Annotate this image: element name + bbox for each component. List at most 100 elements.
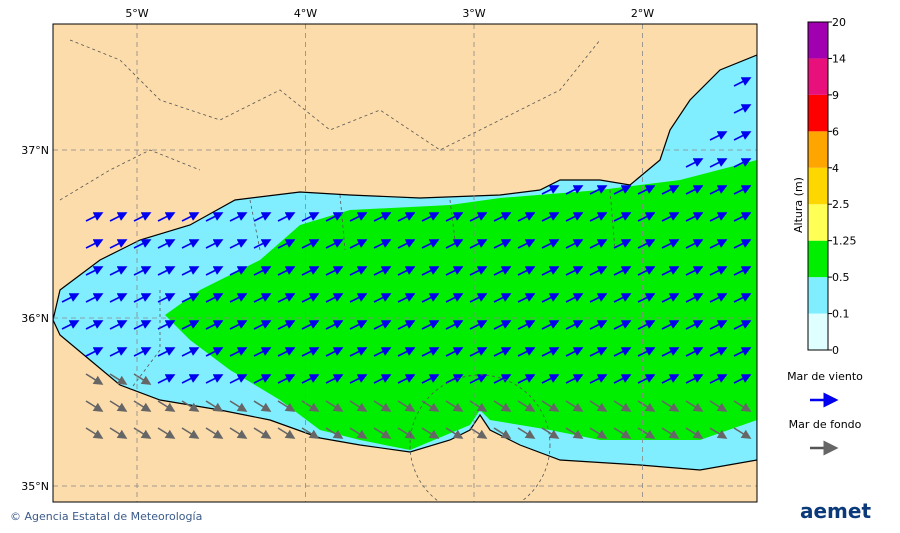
- wave-arrow: [685, 158, 704, 168]
- wave-arrow: [397, 347, 416, 357]
- wave-arrow: [589, 293, 608, 303]
- wave-arrow: [205, 239, 224, 249]
- wave-arrow: [349, 293, 368, 303]
- wave-arrow: [589, 239, 608, 249]
- wave-arrow: [253, 293, 272, 303]
- wave-arrow: [325, 427, 344, 439]
- wave-arrow: [181, 212, 200, 222]
- wave-arrow: [373, 374, 392, 384]
- wave-arrow: [181, 427, 200, 439]
- wave-arrow: [541, 266, 560, 276]
- colorbar-label: 6: [832, 125, 839, 138]
- wave-arrow: [205, 347, 224, 357]
- wave-arrow: [61, 320, 80, 330]
- wave-arrow: [181, 374, 200, 384]
- wave-arrow: [445, 293, 464, 303]
- wave-arrow: [229, 266, 248, 276]
- wave-arrow: [709, 212, 728, 222]
- colorbar-segment: [808, 240, 828, 278]
- wave-arrow: [565, 185, 584, 195]
- wave-arrow: [709, 427, 728, 439]
- wave-arrow: [157, 400, 176, 412]
- wave-arrow: [541, 185, 560, 195]
- wave-arrow: [541, 427, 560, 439]
- wave-arrow: [85, 347, 104, 357]
- colorbar-frame: [807, 21, 829, 351]
- wave-arrow: [685, 347, 704, 357]
- wave-arrow: [709, 293, 728, 303]
- colorbar-label: 0: [832, 344, 839, 357]
- colorbar-title: Altura (m): [792, 177, 805, 233]
- wave-arrow: [85, 400, 104, 412]
- wave-arrow: [709, 400, 728, 412]
- wave-arrow: [229, 400, 248, 412]
- wave-arrow: [613, 320, 632, 330]
- wave-arrow: [733, 239, 752, 249]
- wave-arrow: [277, 400, 296, 412]
- wave-arrow: [133, 320, 152, 330]
- wave-arrow: [733, 266, 752, 276]
- wave-arrow: [709, 374, 728, 384]
- wave-arrow: [373, 320, 392, 330]
- wave-arrow: [733, 347, 752, 357]
- wave-arrow: [733, 131, 752, 141]
- wave-arrow: [373, 266, 392, 276]
- wave-arrow: [685, 239, 704, 249]
- wave-arrow: [685, 427, 704, 439]
- wave-arrow: [469, 347, 488, 357]
- wave-arrow: [589, 347, 608, 357]
- colorbar-segment: [808, 22, 828, 59]
- wave-arrow: [613, 293, 632, 303]
- wave-arrow: [565, 266, 584, 276]
- wave-arrow: [205, 427, 224, 439]
- wave-arrow: [325, 212, 344, 222]
- wave-arrow: [205, 293, 224, 303]
- wave-arrow: [157, 266, 176, 276]
- wave-arrow: [517, 347, 536, 357]
- wave-arrow: [229, 427, 248, 439]
- colorbar-label: 4: [832, 162, 839, 175]
- wave-arrow: [469, 239, 488, 249]
- wave-arrow: [709, 158, 728, 168]
- wave-arrow: [85, 320, 104, 330]
- wave-arrow: [517, 400, 536, 412]
- wave-arrow: [733, 185, 752, 195]
- wave-arrow: [109, 427, 128, 439]
- wave-arrow: [253, 400, 272, 412]
- wave-arrow: [181, 347, 200, 357]
- map: [53, 24, 757, 502]
- wave-arrow: [565, 374, 584, 384]
- wave-arrow: [565, 427, 584, 439]
- wave-arrow: [109, 239, 128, 249]
- wave-arrow: [469, 212, 488, 222]
- wave-arrow: [301, 239, 320, 249]
- wave-arrow: [421, 266, 440, 276]
- wave-arrow: [661, 266, 680, 276]
- wave-arrow: [565, 293, 584, 303]
- wave-arrow: [565, 239, 584, 249]
- wave-arrow: [421, 293, 440, 303]
- wave-arrow: [469, 427, 488, 439]
- wave-arrow: [685, 266, 704, 276]
- wave-arrow: [445, 400, 464, 412]
- wave-arrow: [253, 266, 272, 276]
- wave-arrow: [157, 239, 176, 249]
- wave-arrow: [565, 320, 584, 330]
- wave-arrow: [373, 400, 392, 412]
- wave-arrow: [373, 347, 392, 357]
- wave-arrow: [541, 347, 560, 357]
- wave-arrow: [517, 293, 536, 303]
- wave-arrow: [517, 212, 536, 222]
- wave-arrow: [637, 266, 656, 276]
- colorbar-segment: [808, 58, 828, 95]
- wave-arrow: [397, 239, 416, 249]
- wave-arrow: [661, 185, 680, 195]
- wave-arrow: [685, 374, 704, 384]
- wave-arrow: [325, 347, 344, 357]
- wave-arrow: [589, 185, 608, 195]
- wave-arrow: [325, 400, 344, 412]
- lat-label: 36°N: [21, 312, 49, 325]
- wave-arrow: [589, 212, 608, 222]
- wave-arrow: [685, 212, 704, 222]
